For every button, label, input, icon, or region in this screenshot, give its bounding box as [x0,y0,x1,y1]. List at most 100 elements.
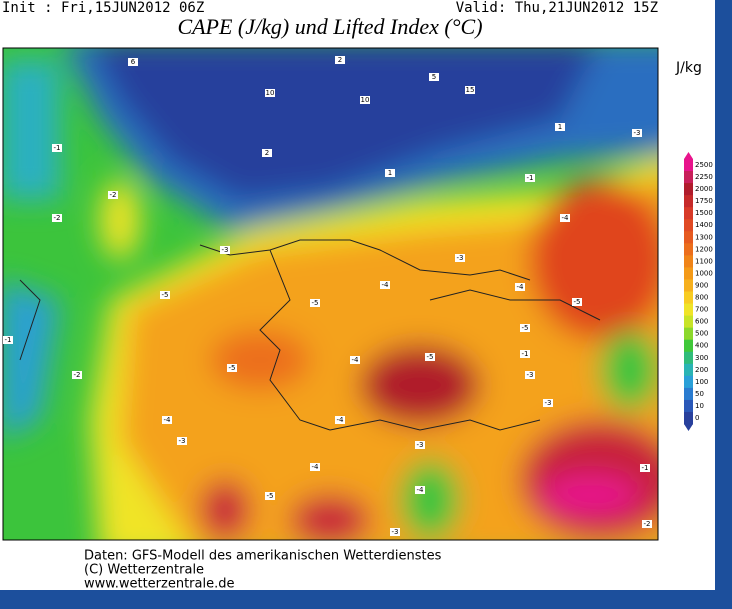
colorbar-segment [684,399,693,413]
valid-label: Valid: Thu,21JUN2012 15Z [456,0,658,16]
colorbar-segment [684,339,693,353]
colorbar-unit: J/kg [675,60,702,76]
colorbar-label: 10 [695,402,704,410]
lifted-index-label: -4 [352,356,360,364]
label-box [520,350,530,358]
colorbar-segment [684,219,693,232]
lifted-index-label: -4 [562,214,570,222]
lifted-index-label: -2 [110,191,117,199]
label-box [52,214,62,222]
label-box [640,464,650,472]
colorbar-segment [684,231,693,244]
colorbar-label: 2000 [695,185,713,193]
label-box [642,520,652,528]
colorbar-label: 1300 [695,233,713,241]
colorbar-segment [684,183,693,196]
colorbar-label: 1000 [695,269,713,277]
lifted-index-label: -5 [522,324,529,332]
label-box [455,254,465,262]
lifted-index-label: -2 [54,214,61,222]
colorbar-label: 300 [695,354,708,362]
colorbar-label: 1200 [695,245,713,253]
frame-bottom [0,590,732,609]
footer-line: (C) Wetterzentrale [84,563,204,578]
lifted-index-label: -1 [527,174,534,182]
label-box [227,364,237,372]
frame-right [715,0,732,609]
label-box [425,353,435,361]
lifted-index-label: -3 [457,254,464,262]
lifted-index-label: -3 [634,129,641,137]
lifted-index-label: -3 [222,246,229,254]
colorbar-label: 1400 [695,221,713,229]
colorbar-label: 100 [695,378,708,386]
label-box [560,214,570,222]
label-box [632,129,642,137]
lifted-index-label: -3 [179,437,186,445]
colorbar-label: 700 [695,306,708,314]
colorbar-label: 900 [695,281,708,289]
label-box [385,169,395,177]
lifted-index-label: -5 [574,298,581,306]
colorbar-label: 1500 [695,209,713,217]
label-box [310,463,320,471]
colorbar-end [684,151,693,159]
borders [19,239,601,431]
label-box [520,324,530,332]
lifted-index-label: -5 [162,291,169,299]
label-box [525,371,535,379]
lifted-index-label: 1 [558,123,562,131]
label-box [360,96,370,104]
colorbar-label: 1750 [695,197,713,205]
init-label: Init : Fri,15JUN2012 06Z [2,0,204,16]
colorbar-label: 800 [695,294,708,302]
colorbar-label: 400 [695,342,708,350]
colorbar-label: 500 [695,330,708,338]
footer-line: Daten: GFS-Modell des amerikanischen Wet… [84,549,442,564]
colorbar-segment [684,411,693,425]
lifted-index-label: -3 [392,528,399,536]
label-box [415,486,425,494]
lifted-index-label: -3 [527,371,534,379]
map [3,48,658,540]
lifted-index-label: -4 [517,283,525,291]
lifted-index-label: -2 [644,520,651,528]
colorbar-segment [684,291,693,305]
lifted-index-label: 2 [265,149,269,157]
footer: Daten: GFS-Modell des amerikanischen Wet… [84,549,442,592]
map-frame [2,47,659,541]
label-box [335,416,345,424]
map-title: CAPE (J/kg) und Lifted Index (°C) [177,14,482,39]
label-box [515,283,525,291]
colorbar-segment [684,363,693,377]
lifted-index-label: -4 [417,486,425,494]
label-box [543,399,553,407]
label-box [335,56,345,64]
colorbar-label: 50 [695,390,704,398]
lifted-index-label: -4 [312,463,320,471]
lifted-index-label: -1 [54,144,61,152]
label-box [128,58,138,66]
lifted-index-label: 1 [388,169,392,177]
lifted-index-label: -4 [164,416,172,424]
colorbar-label: 600 [695,318,708,326]
label-box [160,291,170,299]
lifted-index-label: -5 [427,353,434,361]
lifted-index-label: 6 [131,58,136,66]
lifted-index-label: -4 [382,281,390,289]
lifted-index-label: -1 [522,350,529,358]
lifted-index-labels: -5 -4 -3 -3 -2 -1 -2 -4 -5 -5 -4 -3 -5 -4 -3 -4 -5 -4 -3 -2… [3,56,652,536]
colorbar-segment [684,171,693,184]
lifted-index-label: -1 [5,336,12,344]
label-box [72,371,82,379]
label-box [465,86,475,94]
lifted-index-label: -1 [642,464,649,472]
colorbar-segment [684,207,693,220]
colorbar-label: 2250 [695,173,713,181]
label-box [390,528,400,536]
lifted-index-label: -5 [312,299,319,307]
colorbar-segment [684,375,693,389]
label-box [310,299,320,307]
lifted-index-label: -5 [229,364,236,372]
